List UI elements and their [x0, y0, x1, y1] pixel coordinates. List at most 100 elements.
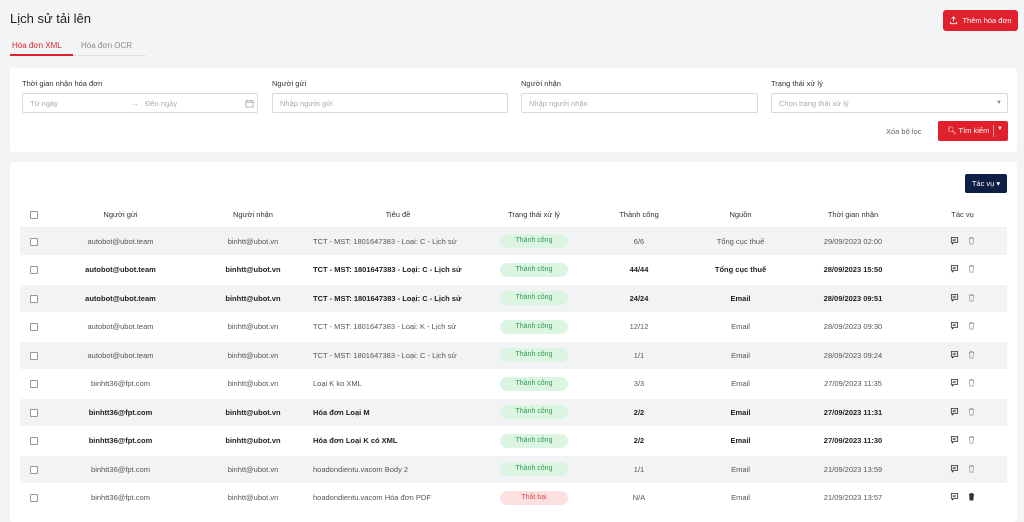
- cell-source: Email: [693, 483, 788, 513]
- cell-actions: [918, 369, 1007, 399]
- sender-input[interactable]: Nhập người gửi: [272, 93, 508, 113]
- clear-filter-link[interactable]: Xóa bộ lọc: [886, 127, 922, 136]
- add-invoice-button[interactable]: Thêm hóa đơn: [943, 10, 1018, 31]
- cell-actions: [918, 483, 1007, 513]
- actions-dropdown-button[interactable]: Tác vụ ▾: [965, 174, 1007, 193]
- message-icon[interactable]: [950, 492, 959, 502]
- table-row[interactable]: binhtt36@fpt.com binhtt@ubot.vn Hóa đơn Lo…: [20, 398, 1007, 427]
- cell-subject: TCT - MST: 1801647383 - Loại: C - Lịch s…: [313, 341, 483, 370]
- trash-icon[interactable]: [967, 264, 976, 273]
- search-button[interactable]: 🔍︎ Tìm kiếm ▼: [938, 121, 1008, 141]
- sender-filter-label: Người gửi: [272, 79, 307, 88]
- table-row[interactable]: autobot@ubot.team binhtt@ubot.vn TCT - MST…: [20, 255, 1007, 285]
- upload-icon: [950, 16, 958, 25]
- cell-actions: [918, 284, 1007, 313]
- search-button-label: 🔍︎ Tìm kiếm: [947, 126, 990, 135]
- trash-icon[interactable]: [967, 464, 976, 473]
- row-checkbox[interactable]: [20, 369, 48, 399]
- receiver-input[interactable]: Nhập người nhận: [521, 93, 758, 113]
- cell-received-time: 29/09/2023 02:00: [788, 227, 918, 256]
- cell-receiver: binhtt@ubot.vn: [193, 369, 313, 399]
- cell-success: 2/2: [585, 426, 693, 456]
- trash-icon[interactable]: [967, 321, 976, 330]
- row-checkbox[interactable]: [20, 483, 48, 513]
- cell-source: Tổng cục thuế: [693, 227, 788, 256]
- from-date-input[interactable]: Từ ngày: [30, 99, 58, 108]
- row-checkbox[interactable]: [20, 284, 48, 313]
- trash-icon[interactable]: [967, 236, 976, 245]
- trash-icon[interactable]: [967, 492, 976, 501]
- row-checkbox[interactable]: [20, 455, 48, 484]
- cell-success: 24/24: [585, 284, 693, 313]
- cell-subject: TCT - MST: 1801647383 - Loại: K - Lịch s…: [313, 312, 483, 342]
- calendar-icon[interactable]: [245, 99, 254, 108]
- message-icon[interactable]: [950, 378, 959, 388]
- table-row[interactable]: binhtt36@fpt.com binhtt@ubot.vn hoadondien…: [20, 455, 1007, 484]
- cell-received-time: 27/09/2023 11:30: [788, 426, 918, 456]
- col-received-time: Thời gian nhận: [788, 202, 918, 228]
- date-range-picker[interactable]: Từ ngày → Đến ngày: [22, 93, 258, 113]
- table-row[interactable]: binhtt36@fpt.com binhtt@ubot.vn hoadondien…: [20, 483, 1007, 513]
- cell-actions: [918, 227, 1007, 256]
- table-row[interactable]: autobot@ubot.team binhtt@ubot.vn TCT - MST…: [20, 341, 1007, 370]
- table-row[interactable]: autobot@ubot.team binhtt@ubot.vn TCT - MST…: [20, 227, 1007, 256]
- message-icon[interactable]: [950, 435, 959, 445]
- active-tab-indicator: [10, 54, 73, 56]
- cell-status: Thành công: [483, 312, 585, 342]
- trash-icon[interactable]: [967, 407, 976, 416]
- table-row[interactable]: autobot@ubot.team binhtt@ubot.vn TCT - MST…: [20, 312, 1007, 342]
- trash-icon[interactable]: [967, 435, 976, 444]
- status-badge: Thất bại: [500, 490, 568, 505]
- trash-icon[interactable]: [967, 378, 976, 387]
- status-badge: Thành công: [500, 376, 568, 391]
- cell-sender: autobot@ubot.team: [48, 284, 193, 313]
- cell-actions: [918, 341, 1007, 370]
- cell-subject: TCT - MST: 1801647383 - Loại: C - Lịch s…: [313, 255, 483, 285]
- search-dropdown-icon[interactable]: ▼: [997, 126, 1003, 132]
- col-receiver: Người nhận: [193, 202, 313, 228]
- cell-source: Email: [693, 398, 788, 427]
- select-all-checkbox[interactable]: [20, 202, 48, 228]
- message-icon[interactable]: [950, 293, 959, 302]
- status-select[interactable]: Chọn trạng thái xử lý ▼: [771, 93, 1008, 113]
- cell-received-time: 21/09/2023 13:57: [788, 483, 918, 513]
- row-checkbox[interactable]: [20, 227, 48, 256]
- sender-placeholder: Nhập người gửi: [280, 99, 333, 108]
- to-date-input[interactable]: Đến ngày: [145, 99, 178, 108]
- row-checkbox[interactable]: [20, 398, 48, 427]
- cell-actions: [918, 426, 1007, 456]
- status-placeholder: Chọn trạng thái xử lý: [779, 99, 849, 108]
- cell-source: Tổng cục thuế: [693, 255, 788, 285]
- table-row[interactable]: binhtt36@fpt.com binhtt@ubot.vn Hóa đơn Lo…: [20, 426, 1007, 456]
- cell-received-time: 27/09/2023 11:31: [788, 398, 918, 427]
- row-checkbox[interactable]: [20, 426, 48, 456]
- cell-receiver: binhtt@ubot.vn: [193, 312, 313, 342]
- trash-icon[interactable]: [967, 350, 976, 359]
- trash-icon[interactable]: [967, 293, 976, 302]
- message-icon[interactable]: [950, 464, 959, 473]
- tab-ocr[interactable]: Hóa đơn OCR: [81, 41, 133, 50]
- cell-status: Thành công: [483, 455, 585, 484]
- table-row[interactable]: binhtt36@fpt.com binhtt@ubot.vn Loại K ko …: [20, 369, 1007, 399]
- cell-actions: [918, 455, 1007, 484]
- cell-sender: binhtt36@fpt.com: [48, 483, 193, 513]
- col-sender: Người gửi: [48, 202, 193, 228]
- page-title: Lịch sử tải lên: [10, 11, 91, 26]
- chevron-down-icon: ▼: [996, 100, 1002, 106]
- message-icon[interactable]: [950, 236, 959, 245]
- cell-sender: autobot@ubot.team: [48, 255, 193, 285]
- col-status: Trạng thái xử lý: [483, 202, 585, 228]
- col-actions: Tác vụ: [918, 202, 1007, 228]
- row-checkbox[interactable]: [20, 312, 48, 342]
- table-row[interactable]: autobot@ubot.team binhtt@ubot.vn TCT - MST…: [20, 284, 1007, 313]
- row-checkbox[interactable]: [20, 341, 48, 370]
- message-icon[interactable]: [950, 350, 959, 359]
- message-icon[interactable]: [950, 321, 959, 331]
- cell-receiver: binhtt@ubot.vn: [193, 426, 313, 456]
- message-icon[interactable]: [950, 407, 959, 416]
- cell-sender: autobot@ubot.team: [48, 312, 193, 342]
- row-checkbox[interactable]: [20, 255, 48, 285]
- message-icon[interactable]: [950, 264, 959, 274]
- cell-status: Thành công: [483, 426, 585, 456]
- tab-xml[interactable]: Hóa đơn XML: [12, 41, 62, 50]
